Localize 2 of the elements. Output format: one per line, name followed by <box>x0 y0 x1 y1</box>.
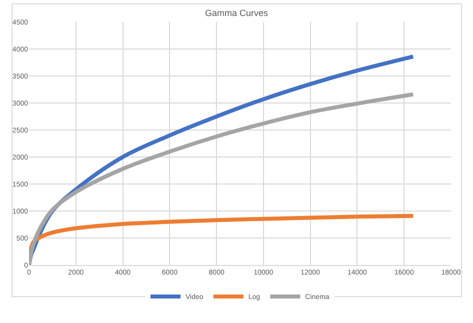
chart-title: Gamma Curves <box>204 8 269 18</box>
line-series <box>29 92 416 265</box>
